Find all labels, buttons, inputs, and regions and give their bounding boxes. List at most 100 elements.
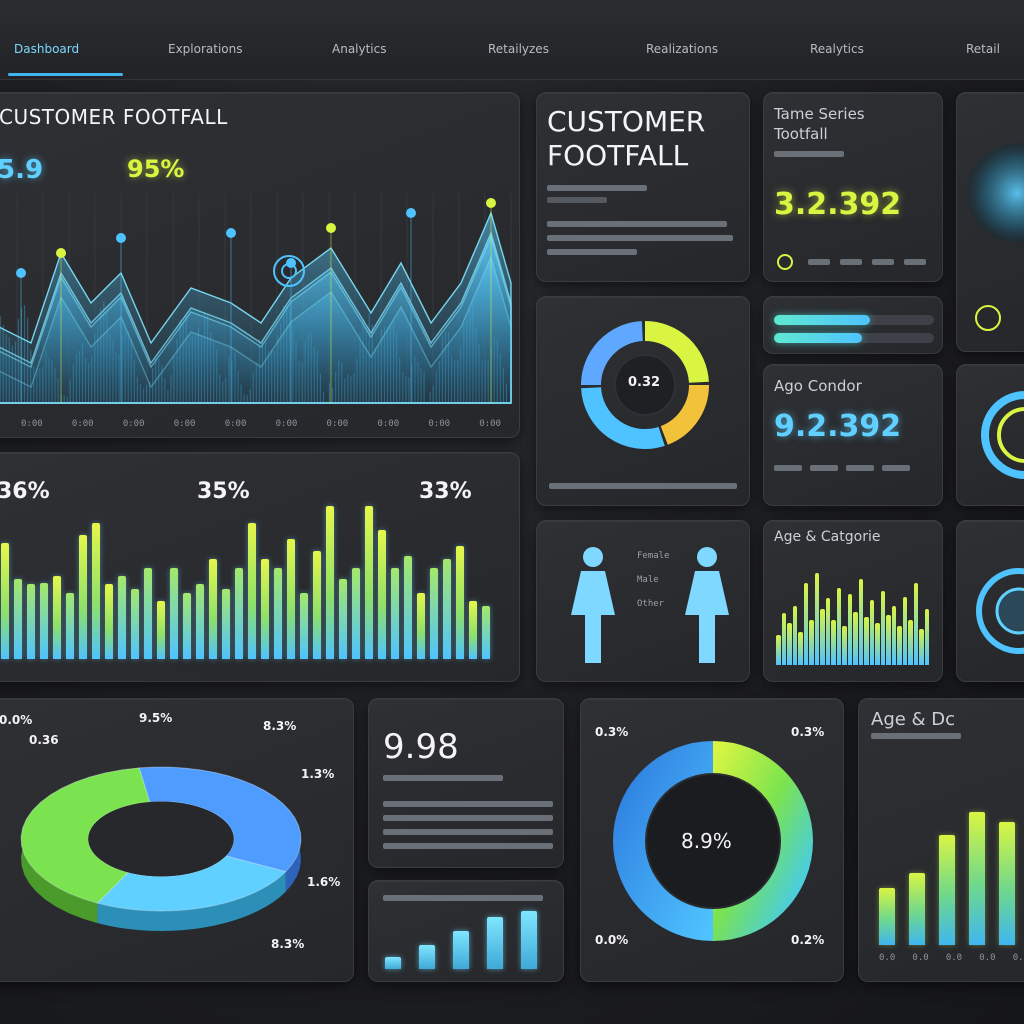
target-icon[interactable] [271, 253, 307, 289]
age-distribution-title: Age & Dc [871, 709, 955, 730]
female-figure-icon [563, 545, 623, 665]
footfall-bar [222, 589, 230, 659]
x-tick: 0:00 [276, 419, 298, 429]
age-category-bar [914, 583, 919, 665]
footfall-chart-title: CUSTOMER FOOTFALL [0, 105, 228, 129]
legend-item: Female [637, 551, 670, 561]
age-category-bar [804, 583, 809, 665]
time-series-kpi: 3.2.392 [774, 187, 901, 222]
age-category-bar [831, 620, 836, 665]
donut-center-value: 0.32 [628, 375, 660, 390]
text-placeholder [383, 829, 553, 835]
footfall-bar [404, 556, 412, 659]
stat-card: 9.98 [368, 698, 564, 868]
footfall-bar [131, 589, 139, 659]
time-series-card: Tame Series Tootfall 3.2.392 [763, 92, 943, 282]
nav-tab-retailyzes[interactable]: Retailyzes [488, 42, 549, 56]
marker-dot [486, 198, 496, 208]
donut3d-label: 0.36 [29, 733, 59, 747]
footfall-line-chart [0, 193, 520, 413]
nav-tab-dashboard[interactable]: Dashboard [14, 42, 79, 56]
age-distribution-bar [879, 888, 895, 945]
x-tick: 0:00 [72, 419, 94, 429]
donut-card: 0.32 [536, 296, 750, 506]
age-category-bar [787, 623, 792, 665]
x-tick: 0:00 [377, 419, 399, 429]
footfall-bar [430, 568, 438, 659]
footfall-bar [313, 551, 321, 659]
footfall-bar [53, 576, 61, 659]
nav-tab-retail[interactable]: Retail [966, 42, 1000, 56]
age-category-bar [826, 598, 831, 665]
gender-card: Female Male Other [536, 520, 750, 682]
age-category-bar [776, 635, 781, 665]
footfall-bar [417, 593, 425, 659]
text-placeholder [383, 801, 553, 807]
footfall-bar [482, 606, 490, 659]
segment-3d-donut-chart [11, 739, 311, 939]
footfall-bar-chart [1, 493, 511, 659]
marker-dot [56, 248, 66, 258]
footfall-bar [300, 593, 308, 659]
footfall-bar [326, 506, 334, 659]
age-category-bar [875, 623, 880, 665]
x-tick: 0:00 [174, 419, 196, 429]
nav-tab-analytics[interactable]: Analytics [332, 42, 387, 56]
footfall-bar [157, 601, 165, 659]
footfall-bar [235, 568, 243, 659]
age-gender-kpi: 9.2.392 [774, 409, 901, 444]
x-tick: 0:00 [327, 419, 349, 429]
age-gender-title: Ago Condor [774, 377, 862, 395]
footfall-bar [209, 559, 217, 659]
age-distribution-x-ticks: 0.0 0.0 0.0 0.0 0.0 [879, 953, 1024, 963]
settings-icon[interactable] [973, 303, 1003, 333]
age-gender-card: Ago Condor 9.2.392 [763, 364, 943, 506]
age-category-bar [853, 612, 858, 665]
footfall-bar [391, 568, 399, 659]
marker-dot [116, 233, 126, 243]
donut3d-hole [88, 802, 234, 877]
age-distribution-bar [969, 812, 985, 945]
donut3d-label: 0.0% [0, 713, 32, 727]
big-donut-card: 0.3% 0.3% 0.0% 0.2% 8.9% [580, 698, 844, 982]
x-tick: 0:00 [225, 419, 247, 429]
time-series-title-1: Tame Series [774, 105, 865, 123]
marker-dot [16, 268, 26, 278]
text-placeholder [549, 483, 737, 489]
text-placeholder [871, 733, 961, 739]
progress-bar-2 [774, 333, 934, 343]
footfall-bar [443, 559, 451, 659]
radar-icon [969, 561, 1024, 661]
age-category-bar [842, 626, 847, 665]
age-category-bar [798, 632, 803, 665]
male-figure-icon [677, 545, 737, 665]
footfall-bar [14, 579, 22, 659]
globe-icon [967, 133, 1024, 253]
footfall-kpi-mid: 95% [127, 155, 184, 183]
text-placeholder [872, 259, 894, 265]
nav-tab-realizations[interactable]: Realizations [646, 42, 718, 56]
nav-tab-explorations[interactable]: Explorations [168, 42, 243, 56]
progress-card [763, 296, 943, 354]
donut3d-label: 1.3% [301, 767, 334, 781]
footfall-bar [469, 601, 477, 659]
footfall-x-ticks: 0:00 0:00 0:00 0:00 0:00 0:00 0:00 0:00 … [21, 419, 501, 429]
footfall-bar [92, 523, 100, 659]
footfall-title-card: CUSTOMER FOOTFALL [536, 92, 750, 282]
legend-item: Male [637, 575, 670, 585]
x-tick: 0.0 [879, 953, 895, 963]
progress-bar-1 [774, 315, 934, 325]
donut3d-label: 8.3% [271, 937, 304, 951]
footfall-bar [339, 579, 347, 659]
nav-tab-realytics[interactable]: Realytics [810, 42, 864, 56]
text-placeholder [808, 259, 830, 265]
age-distribution-bar-chart [879, 755, 1024, 945]
age-category-bar [820, 609, 825, 665]
donut3d-label: 1.6% [307, 875, 340, 889]
mini-bar [487, 917, 503, 969]
x-tick: 0:00 [479, 419, 501, 429]
text-placeholder [846, 465, 874, 471]
time-series-title-2: Tootfall [774, 125, 828, 143]
footfall-bar [274, 568, 282, 659]
footfall-bar [378, 530, 386, 659]
